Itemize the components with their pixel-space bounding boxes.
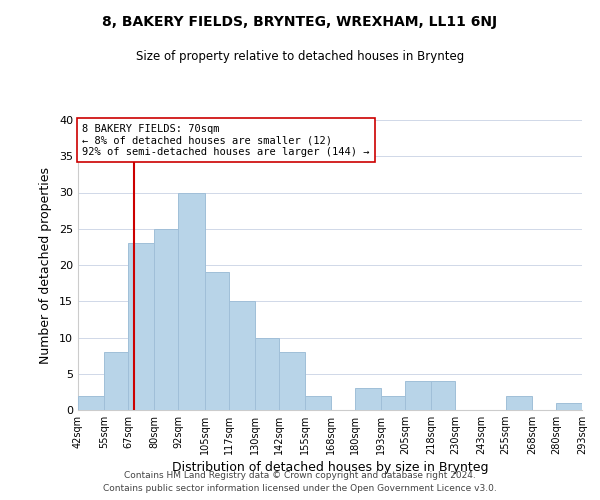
Bar (78, 396, 104, 410)
Bar (128, 244, 154, 410)
Text: Contains public sector information licensed under the Open Government Licence v3: Contains public sector information licen… (103, 484, 497, 493)
Bar (305, 396, 331, 410)
Bar (381, 396, 405, 410)
Text: Size of property relative to detached houses in Brynteg: Size of property relative to detached ho… (136, 50, 464, 63)
Bar (205, 272, 229, 410)
Bar (255, 338, 279, 410)
Bar (154, 229, 178, 410)
X-axis label: Distribution of detached houses by size in Brynteg: Distribution of detached houses by size … (172, 462, 488, 474)
Bar (405, 381, 431, 410)
Bar (556, 403, 582, 410)
Bar (506, 396, 532, 410)
Y-axis label: Number of detached properties: Number of detached properties (39, 166, 52, 364)
Bar (431, 381, 455, 410)
Bar (178, 192, 205, 410)
Text: Contains HM Land Registry data © Crown copyright and database right 2024.: Contains HM Land Registry data © Crown c… (124, 470, 476, 480)
Text: 8, BAKERY FIELDS, BRYNTEG, WREXHAM, LL11 6NJ: 8, BAKERY FIELDS, BRYNTEG, WREXHAM, LL11… (103, 15, 497, 29)
Bar (355, 388, 381, 410)
Bar (279, 352, 305, 410)
Bar (104, 352, 128, 410)
Text: 8 BAKERY FIELDS: 70sqm
← 8% of detached houses are smaller (12)
92% of semi-deta: 8 BAKERY FIELDS: 70sqm ← 8% of detached … (82, 124, 370, 157)
Bar (229, 301, 255, 410)
